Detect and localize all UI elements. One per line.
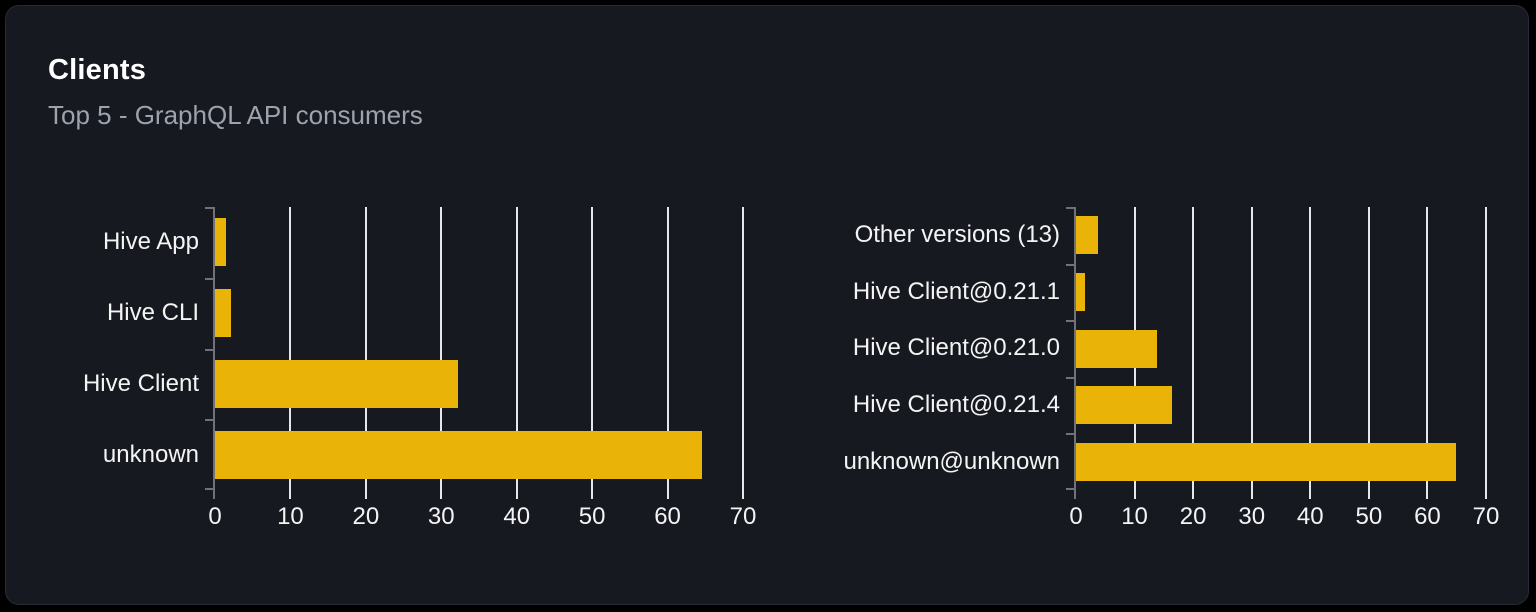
y-axis-tick bbox=[1066, 377, 1074, 379]
plot-area bbox=[1066, 207, 1487, 499]
bar[interactable] bbox=[1076, 386, 1173, 425]
x-tick-label: 50 bbox=[1355, 503, 1383, 530]
clients-card: Clients Top 5 - GraphQL API consumers bbox=[5, 5, 1529, 605]
bar[interactable] bbox=[215, 218, 227, 267]
card-subtitle: Top 5 - GraphQL API consumers bbox=[48, 100, 423, 130]
bar[interactable] bbox=[215, 430, 702, 479]
y-axis-tick bbox=[1066, 433, 1074, 435]
x-tick-label: 60 bbox=[654, 503, 681, 530]
category-label: Hive Client bbox=[82, 369, 199, 397]
y-axis-tick bbox=[1066, 207, 1074, 209]
y-axis-tick bbox=[205, 349, 213, 351]
gridline bbox=[666, 207, 669, 499]
x-tick-label: 0 bbox=[208, 503, 222, 530]
gridline bbox=[364, 207, 367, 499]
gridline bbox=[742, 207, 744, 499]
gridline bbox=[591, 207, 594, 499]
x-tick-label: 10 bbox=[1121, 503, 1148, 530]
x-tick-label: 40 bbox=[503, 503, 531, 530]
category-label: Hive App bbox=[102, 228, 199, 256]
gridline bbox=[289, 207, 292, 499]
x-tick-label: 20 bbox=[1179, 503, 1207, 530]
gridline bbox=[1367, 207, 1370, 499]
card-title: Clients bbox=[48, 54, 147, 86]
category-label: Hive Client@0.21.0 bbox=[852, 334, 1060, 362]
bar[interactable] bbox=[1076, 329, 1157, 368]
y-axis-tick bbox=[1066, 264, 1074, 266]
bar[interactable] bbox=[215, 359, 458, 408]
gridline bbox=[515, 207, 518, 499]
gridline bbox=[1192, 207, 1195, 499]
x-tick-label: 50 bbox=[578, 503, 606, 530]
y-axis-tick bbox=[205, 207, 213, 209]
gridline bbox=[440, 207, 443, 499]
category-label: Hive Client@0.21.1 bbox=[852, 277, 1060, 305]
x-tick-label: 70 bbox=[1472, 503, 1500, 530]
category-label: Hive Client@0.21.4 bbox=[852, 391, 1060, 419]
gridline bbox=[1485, 207, 1487, 499]
x-tick-label: 30 bbox=[1238, 503, 1266, 530]
x-tick-label: 70 bbox=[729, 503, 757, 530]
x-axis-tick-zero bbox=[1074, 490, 1076, 499]
y-axis-tick bbox=[205, 278, 213, 280]
y-axis-tick bbox=[205, 419, 213, 421]
y-axis-tick bbox=[1066, 488, 1074, 490]
x-tick-label: 60 bbox=[1414, 503, 1441, 530]
bar[interactable] bbox=[1076, 442, 1456, 481]
bar[interactable] bbox=[215, 289, 231, 338]
category-label: unknown@unknown bbox=[843, 447, 1060, 475]
x-tick-label: 0 bbox=[1069, 503, 1083, 530]
x-tick-label: 10 bbox=[277, 503, 304, 530]
category-label: Hive CLI bbox=[106, 299, 199, 327]
plot-area bbox=[205, 207, 744, 499]
category-label: unknown bbox=[102, 440, 199, 468]
x-tick-label: 30 bbox=[427, 503, 455, 530]
bar[interactable] bbox=[1076, 216, 1099, 255]
category-label: Other versions (13) bbox=[854, 221, 1060, 249]
gridline bbox=[1309, 207, 1312, 499]
y-axis-tick bbox=[1066, 320, 1074, 322]
x-tick-label: 20 bbox=[352, 503, 380, 530]
gridline bbox=[1250, 207, 1253, 499]
bar[interactable] bbox=[1076, 272, 1085, 311]
x-tick-label: 40 bbox=[1296, 503, 1324, 530]
gridline bbox=[1426, 207, 1429, 499]
x-axis-tick-zero bbox=[213, 490, 215, 499]
y-axis-tick bbox=[205, 488, 213, 490]
